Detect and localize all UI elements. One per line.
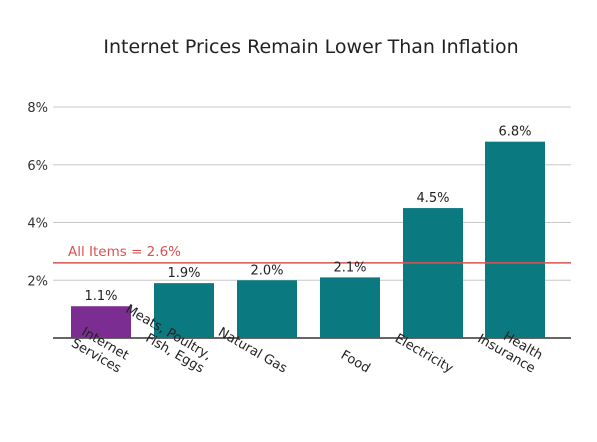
bar <box>237 280 297 338</box>
reference-line-label: All Items = 2.6% <box>68 244 181 260</box>
bar <box>71 306 131 338</box>
data-label: 2.1% <box>333 260 366 275</box>
chart-title: Internet Prices Remain Lower Than Inflat… <box>103 36 518 58</box>
data-label: 6.8% <box>498 125 531 140</box>
data-label: 1.1% <box>84 289 117 304</box>
reference-line-group: All Items = 2.6% <box>53 244 571 264</box>
bars <box>71 141 545 338</box>
y-axis-ticks: 2% 4% 6% 8% <box>27 101 48 289</box>
y-tick-label: 2% <box>27 274 48 289</box>
data-label: 4.5% <box>416 191 449 206</box>
y-tick-label: 4% <box>27 217 48 232</box>
data-label: 2.0% <box>250 263 283 278</box>
x-tick-label: Food <box>338 348 373 377</box>
bar <box>403 208 463 338</box>
bar <box>154 283 214 338</box>
data-labels: 1.1% 1.9% 2.0% 2.1% 4.5% 6.8% <box>84 125 531 305</box>
y-tick-label: 6% <box>27 159 48 174</box>
gridlines <box>53 106 571 339</box>
bar <box>485 141 545 338</box>
x-tick-label-line: Food <box>338 348 373 377</box>
data-label: 1.9% <box>167 266 200 281</box>
bar <box>320 277 380 338</box>
y-tick-label: 8% <box>27 101 48 116</box>
